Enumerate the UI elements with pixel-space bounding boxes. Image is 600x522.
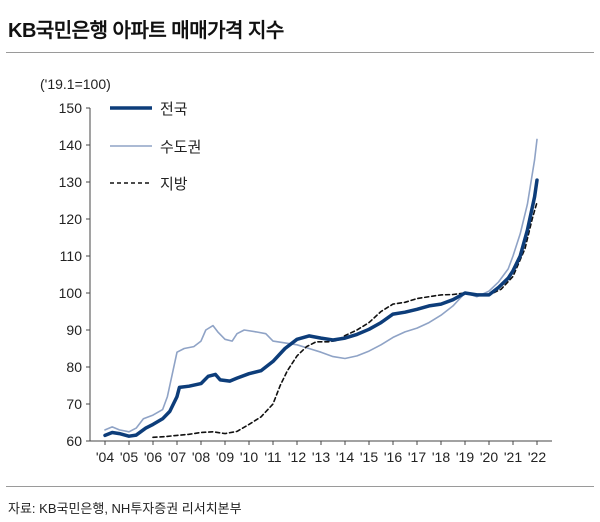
x-tick-label: '19 [456,449,474,465]
x-tick-label: '09 [216,449,234,465]
source-divider [6,486,594,487]
legend-label-3: 지방 [160,175,188,193]
x-tick-label: '21 [504,449,522,465]
y-tick-label: 120 [59,211,83,227]
line-chart: 60 70 80 90 100 110 120 130 140 150 '04 '05 '06 '07 '0… [59,100,552,465]
x-tick-label: '04 [96,449,114,465]
legend-label-2: 수도권 [160,138,201,156]
x-tick-label: '13 [312,449,330,465]
series-line-1 [103,178,539,438]
x-tick-label: '15 [360,449,378,465]
x-tick-label: '10 [240,449,258,465]
title-divider [6,52,594,53]
x-tick-label: '05 [120,449,138,465]
x-tick-label: '20 [480,449,498,465]
x-tick-label: '17 [408,449,426,465]
series-line-3 [152,201,538,439]
y-tick-label: 110 [60,248,83,264]
chart-axes: 60 70 80 90 100 110 120 130 140 150 '04 '05 '06 '07 '0… [59,100,552,465]
legend-label-1: 전국 [160,100,188,118]
x-tick-label: '11 [264,449,281,465]
y-tick-label: 150 [59,100,83,116]
x-tick-label: '22 [528,449,546,465]
x-tick-label: '06 [144,449,162,465]
x-tick-label: '07 [168,449,186,465]
y-axis-unit-label: ('19.1=100) [40,76,111,92]
series-line-2 [104,138,538,433]
y-tick-label: 80 [66,359,82,375]
x-tick-label: '16 [384,449,402,465]
y-tick-label: 70 [66,396,82,412]
x-tick-label: '14 [336,449,354,465]
series-layer [103,138,539,439]
y-tick-label: 90 [66,322,82,338]
y-tick-label: 140 [59,137,83,153]
source-note: 자료: KB국민은행, NH투자증권 리서치본부 [8,501,242,516]
x-tick-label: '18 [432,449,450,465]
y-tick-label: 60 [66,433,82,449]
x-tick-label: '08 [192,449,210,465]
chart-title: KB국민은행 아파트 매매가격 지수 [8,20,284,42]
y-tick-label: 130 [59,174,83,190]
x-tick-label: '12 [288,449,306,465]
y-tick-label: 100 [59,285,83,301]
